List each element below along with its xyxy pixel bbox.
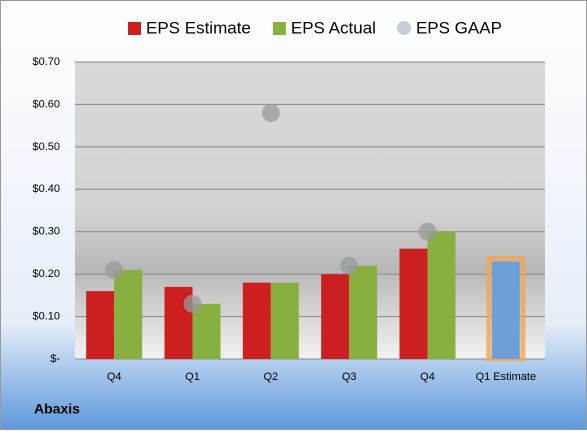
x-tick-label: Q1 Estimate — [476, 371, 537, 383]
y-tick-label: $0.10 — [32, 310, 60, 322]
gaap-point — [183, 294, 202, 313]
x-tick-label: Q2 — [263, 371, 278, 383]
x-tick-label: Q4 — [107, 371, 122, 383]
bar — [270, 282, 299, 359]
bar — [86, 291, 115, 359]
x-tick-label: Q1 — [185, 371, 200, 383]
gaap-point — [261, 103, 280, 122]
legend-label: EPS GAAP — [416, 18, 502, 37]
plot-area — [75, 62, 545, 359]
bar — [349, 265, 378, 359]
bar — [399, 248, 428, 359]
y-tick-label: $0.40 — [32, 183, 60, 195]
legend-marker — [272, 22, 286, 35]
bar — [242, 282, 271, 359]
bar — [427, 231, 456, 359]
legend-label: EPS Actual — [291, 18, 376, 37]
x-tick-label: Q3 — [342, 371, 357, 383]
bar — [114, 269, 143, 359]
y-tick-label: $0.70 — [32, 56, 60, 68]
legend-marker — [396, 21, 411, 35]
y-tick-label: $0.30 — [32, 226, 60, 238]
y-tick-label: $0.60 — [32, 98, 60, 110]
gaap-point — [340, 256, 359, 275]
gaap-point — [418, 222, 437, 241]
x-tick-label: Q4 — [420, 371, 435, 383]
chart-title: Abaxis — [34, 401, 80, 417]
bar — [491, 261, 520, 359]
bar — [321, 274, 350, 359]
y-tick-label: $0.50 — [32, 141, 60, 153]
y-tick-label: $- — [50, 353, 60, 365]
bar — [192, 303, 221, 359]
legend-label: EPS Estimate — [146, 18, 251, 37]
y-tick-label: $0.20 — [32, 268, 60, 280]
gaap-point — [105, 260, 124, 279]
legend-marker — [128, 22, 141, 35]
